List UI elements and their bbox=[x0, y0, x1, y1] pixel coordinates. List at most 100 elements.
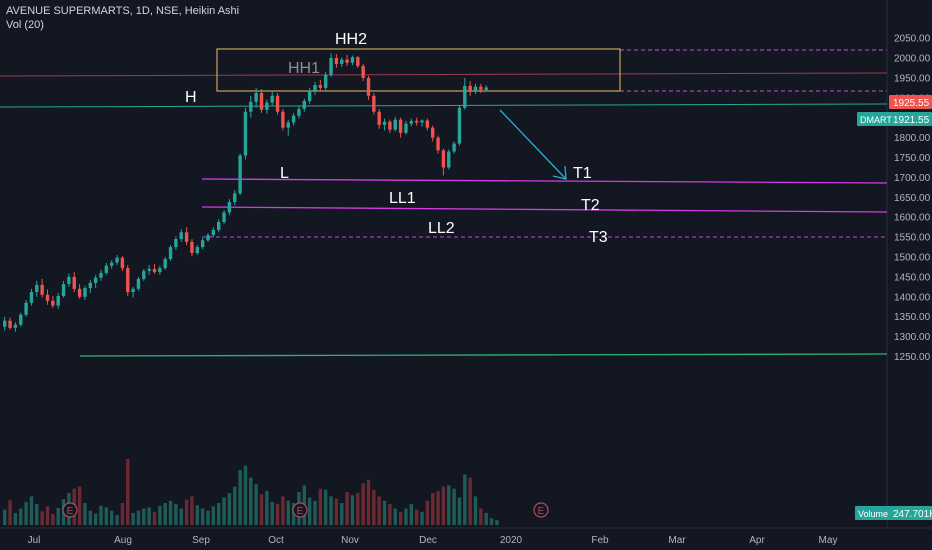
volume-bar bbox=[35, 504, 39, 525]
candle bbox=[8, 317, 12, 330]
candle-body bbox=[404, 123, 408, 133]
price-tick-label: 1250.00 bbox=[894, 352, 931, 363]
time-axis-labels: Jul Aug Sep Oct Nov Dec 2020 Feb Mar Apr May bbox=[28, 535, 838, 546]
level-teal[interactable] bbox=[0, 103, 888, 108]
volume-bar bbox=[318, 488, 323, 525]
volume-bar bbox=[393, 508, 397, 525]
projection-arrow[interactable] bbox=[499, 109, 567, 180]
candle bbox=[249, 95, 253, 118]
annotation-hh2[interactable]: HH2 bbox=[335, 31, 367, 48]
volume-bar bbox=[356, 493, 360, 525]
candles bbox=[3, 53, 488, 332]
volume-bar bbox=[457, 497, 462, 525]
volume-bar bbox=[99, 505, 103, 525]
volume-bar bbox=[126, 459, 130, 525]
volume-bar bbox=[489, 518, 494, 525]
volume-bar bbox=[120, 503, 125, 525]
candle-body bbox=[93, 277, 98, 283]
time-tick-label: 2020 bbox=[500, 535, 523, 546]
volume-bar bbox=[473, 496, 478, 525]
volume-bar bbox=[259, 494, 264, 525]
volume-bar bbox=[190, 496, 194, 525]
price-axis-panel[interactable] bbox=[887, 0, 932, 528]
dmart-badge-label: DMART bbox=[860, 115, 892, 125]
candle-body bbox=[318, 85, 323, 88]
time-tick-label: Apr bbox=[749, 535, 765, 546]
price-tick-label: 2050.00 bbox=[894, 34, 931, 45]
candle-body bbox=[61, 284, 66, 297]
candle-body bbox=[473, 86, 478, 92]
candle bbox=[120, 256, 125, 271]
volume-indicator-label[interactable]: Vol (20) bbox=[6, 19, 44, 31]
candle bbox=[398, 117, 403, 138]
volume-bar bbox=[110, 510, 114, 525]
annotation-hh1[interactable]: HH1 bbox=[288, 60, 320, 77]
candle bbox=[441, 148, 446, 176]
volume-bar bbox=[484, 512, 488, 525]
candle bbox=[126, 264, 130, 297]
volume-bar bbox=[195, 505, 199, 525]
candle bbox=[468, 81, 472, 96]
volume-bar bbox=[495, 520, 499, 525]
candle-body bbox=[200, 240, 205, 248]
candle bbox=[99, 269, 103, 281]
candle-body bbox=[184, 232, 189, 242]
candle bbox=[24, 299, 28, 317]
volume-bar bbox=[324, 489, 328, 525]
annotation-l[interactable]: L bbox=[280, 165, 289, 182]
candle-body bbox=[233, 193, 237, 203]
candle-body bbox=[136, 278, 141, 289]
level-support-green[interactable] bbox=[79, 353, 888, 357]
candle-body bbox=[291, 115, 296, 123]
candle-body bbox=[265, 102, 269, 110]
candle bbox=[254, 87, 258, 108]
candle-body bbox=[457, 107, 462, 144]
annotation-ll1[interactable]: LL1 bbox=[389, 190, 416, 207]
candle bbox=[3, 316, 7, 331]
candle-body bbox=[217, 221, 221, 230]
volume-bar bbox=[382, 500, 387, 525]
candle bbox=[184, 227, 189, 246]
level-t1-line[interactable] bbox=[201, 178, 888, 184]
annotation-t3[interactable]: T3 bbox=[589, 229, 608, 246]
candle-body bbox=[382, 121, 387, 125]
candle-body bbox=[297, 108, 301, 116]
volume-bar bbox=[88, 510, 92, 525]
annotation-ll2[interactable]: LL2 bbox=[428, 220, 455, 237]
dmart-badge-value: 1921.55 bbox=[893, 115, 930, 126]
price-tick-label: 1450.00 bbox=[894, 272, 931, 283]
candle-body bbox=[45, 294, 50, 301]
candle bbox=[222, 210, 226, 225]
candle bbox=[19, 312, 23, 327]
volume-bar bbox=[436, 490, 440, 525]
candle-body bbox=[206, 235, 210, 241]
candle-body bbox=[307, 90, 312, 101]
event-marker-2[interactable]: E bbox=[292, 502, 308, 518]
level-resistance-red[interactable] bbox=[0, 72, 888, 77]
candle bbox=[61, 280, 66, 298]
candle-body bbox=[377, 111, 381, 125]
annotation-t2[interactable]: T2 bbox=[581, 197, 600, 214]
candle bbox=[163, 257, 167, 270]
candle-body bbox=[436, 137, 440, 151]
event-marker-1[interactable]: E bbox=[62, 502, 78, 518]
candle-body bbox=[88, 282, 92, 289]
symbol-title[interactable]: AVENUE SUPERMARTS, 1D, NSE, Heikin Ashi bbox=[6, 5, 240, 17]
volume-bar bbox=[29, 496, 34, 525]
annotation-h[interactable]: H bbox=[185, 89, 197, 106]
last-price-value: 1925.55 bbox=[893, 98, 930, 109]
candle bbox=[345, 54, 349, 66]
candle-body bbox=[409, 120, 413, 124]
level-t2-line[interactable] bbox=[201, 206, 888, 213]
volume-bar bbox=[447, 485, 451, 525]
event-marker-3[interactable]: E bbox=[533, 502, 549, 518]
candle-body bbox=[99, 272, 103, 278]
volume-bar bbox=[286, 500, 290, 525]
candle bbox=[414, 117, 419, 126]
candle-body bbox=[110, 262, 114, 266]
resistance-box[interactable] bbox=[216, 48, 621, 92]
candle-body bbox=[243, 111, 248, 156]
candle bbox=[425, 118, 430, 131]
annotation-t1[interactable]: T1 bbox=[573, 165, 592, 182]
